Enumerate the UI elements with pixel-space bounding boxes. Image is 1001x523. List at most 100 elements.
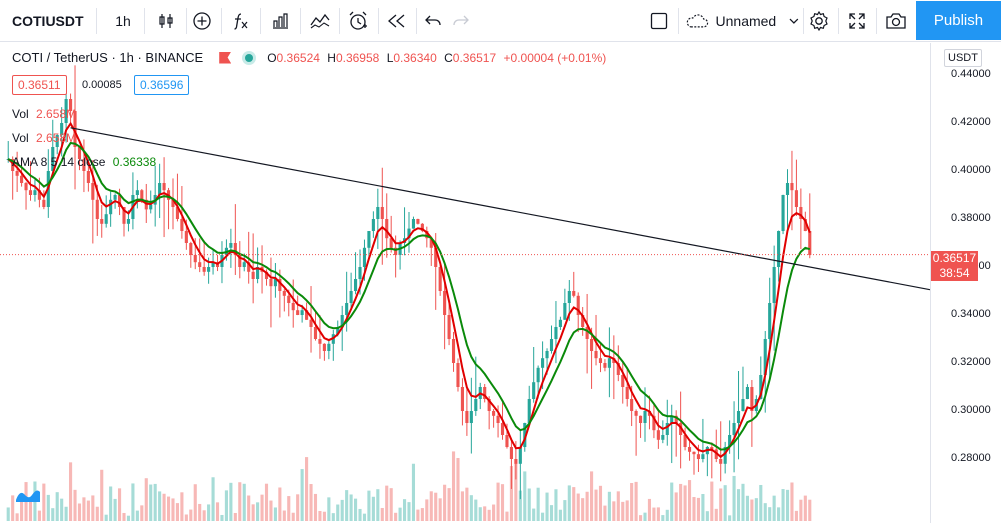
low-key: L xyxy=(386,50,394,65)
candle-body xyxy=(687,447,692,452)
candle-body xyxy=(719,459,723,464)
publish-button[interactable]: Publish xyxy=(916,1,1001,40)
buy-price-box[interactable]: 0.36596 xyxy=(134,75,190,95)
compare-button[interactable] xyxy=(304,4,336,38)
financials-button[interactable] xyxy=(264,4,296,38)
tradingview-logo-icon[interactable] xyxy=(14,484,42,504)
candle-body xyxy=(20,175,24,183)
interval-button[interactable]: 1h xyxy=(115,13,131,29)
volume-bar xyxy=(389,488,393,521)
candle-body xyxy=(496,415,500,423)
visibility-flag-icon[interactable] xyxy=(219,51,232,64)
settings-button[interactable] xyxy=(804,4,834,38)
volume-bar xyxy=(590,471,594,521)
toolbar-divider xyxy=(221,8,222,34)
fullscreen-toggle-button[interactable] xyxy=(644,4,674,38)
volume-bar xyxy=(264,483,269,521)
candle-body xyxy=(443,291,447,315)
volume-bar xyxy=(719,488,723,521)
candle-body xyxy=(327,343,331,351)
symbol-search-button[interactable]: COTIUSDT xyxy=(12,13,84,29)
candle-body xyxy=(518,447,522,464)
function-icon xyxy=(234,13,248,30)
volume-bar xyxy=(549,505,554,521)
candle-body xyxy=(340,315,344,327)
volume-bar xyxy=(723,485,727,521)
volume-bar xyxy=(777,507,781,521)
price-tick-label: 0.42000 xyxy=(951,116,991,128)
snapshot-button[interactable] xyxy=(880,4,912,38)
candle-body xyxy=(759,375,763,399)
price-tick-label: 0.30000 xyxy=(951,404,991,416)
alert-button[interactable] xyxy=(342,4,374,38)
candle-body xyxy=(736,411,741,423)
candle-body xyxy=(15,171,19,176)
ama-legend[interactable]: AMA 8 5 14 close 0.36338 xyxy=(12,155,156,169)
candle-body xyxy=(193,255,197,263)
volume-bar xyxy=(465,487,469,521)
price-chart[interactable] xyxy=(0,43,1001,523)
volume-bar xyxy=(523,471,527,521)
chart-type-candles-button[interactable] xyxy=(150,4,182,38)
candle-body xyxy=(345,303,349,315)
candle-body xyxy=(785,183,790,195)
candle-body xyxy=(505,435,509,447)
candle-body xyxy=(95,199,99,219)
volume-bar xyxy=(647,498,652,521)
volume-bar xyxy=(492,504,496,521)
candle-body xyxy=(790,183,794,191)
candle-body xyxy=(625,387,629,399)
volume-bar xyxy=(322,511,326,521)
volume-bar xyxy=(82,497,86,521)
volume-legend-1[interactable]: Vol 2.658M xyxy=(12,107,76,121)
volume-bar xyxy=(674,492,678,521)
volume-legend-2[interactable]: Vol 2.658M xyxy=(12,131,76,145)
indicators-add-button[interactable] xyxy=(186,4,218,38)
candle-body xyxy=(549,339,554,351)
indicators-button[interactable] xyxy=(224,4,256,38)
volume-bar xyxy=(585,491,589,521)
volume-bar xyxy=(398,507,402,521)
sell-price-box[interactable]: 0.36511 xyxy=(12,75,67,95)
volume-bar xyxy=(42,483,46,521)
open-key: O xyxy=(267,50,277,65)
volume-bar xyxy=(407,502,411,521)
price-tick-label: 0.34000 xyxy=(951,308,991,320)
volume-bar xyxy=(518,490,522,521)
candle-body xyxy=(287,295,291,303)
candle-body xyxy=(603,363,607,368)
price-axis[interactable]: 0.440000.420000.400000.380000.360000.340… xyxy=(930,43,1001,523)
layout-menu-button[interactable]: Unnamed xyxy=(684,4,800,38)
candle-body xyxy=(630,399,634,411)
volume-bar xyxy=(273,507,277,521)
volume-bar xyxy=(238,482,242,521)
candle-body xyxy=(238,255,242,267)
replay-button[interactable] xyxy=(382,4,412,38)
legend-title[interactable]: COTI / TetherUS · 1h · BINANCE xyxy=(12,50,204,65)
candle-body xyxy=(242,262,246,267)
volume-bar xyxy=(416,509,420,521)
volume-label: Vol xyxy=(12,107,29,121)
volume-bar xyxy=(612,501,616,521)
candle-body xyxy=(563,303,567,320)
volume-bar xyxy=(117,488,122,521)
fullscreen-button[interactable] xyxy=(842,4,872,38)
candle-body xyxy=(180,219,184,231)
volume-bar xyxy=(616,491,620,521)
volume-bar xyxy=(665,509,669,521)
volume-bar xyxy=(732,475,736,521)
undo-button[interactable] xyxy=(420,4,446,38)
volume-bar xyxy=(736,489,741,521)
currency-badge[interactable]: USDT xyxy=(944,49,982,67)
price-tick-label: 0.44000 xyxy=(951,68,991,80)
series-legend: COTI / TetherUS · 1h · BINANCE O0.36524 … xyxy=(12,50,606,65)
redo-button[interactable] xyxy=(448,4,474,38)
volume-bar xyxy=(679,483,683,521)
volume-bar xyxy=(438,498,442,521)
candle-body xyxy=(389,238,393,248)
candle-body xyxy=(291,303,295,311)
volume-bar xyxy=(184,514,188,521)
candle-body xyxy=(500,423,505,435)
candle-body xyxy=(616,363,620,375)
volume-bar xyxy=(630,482,634,521)
